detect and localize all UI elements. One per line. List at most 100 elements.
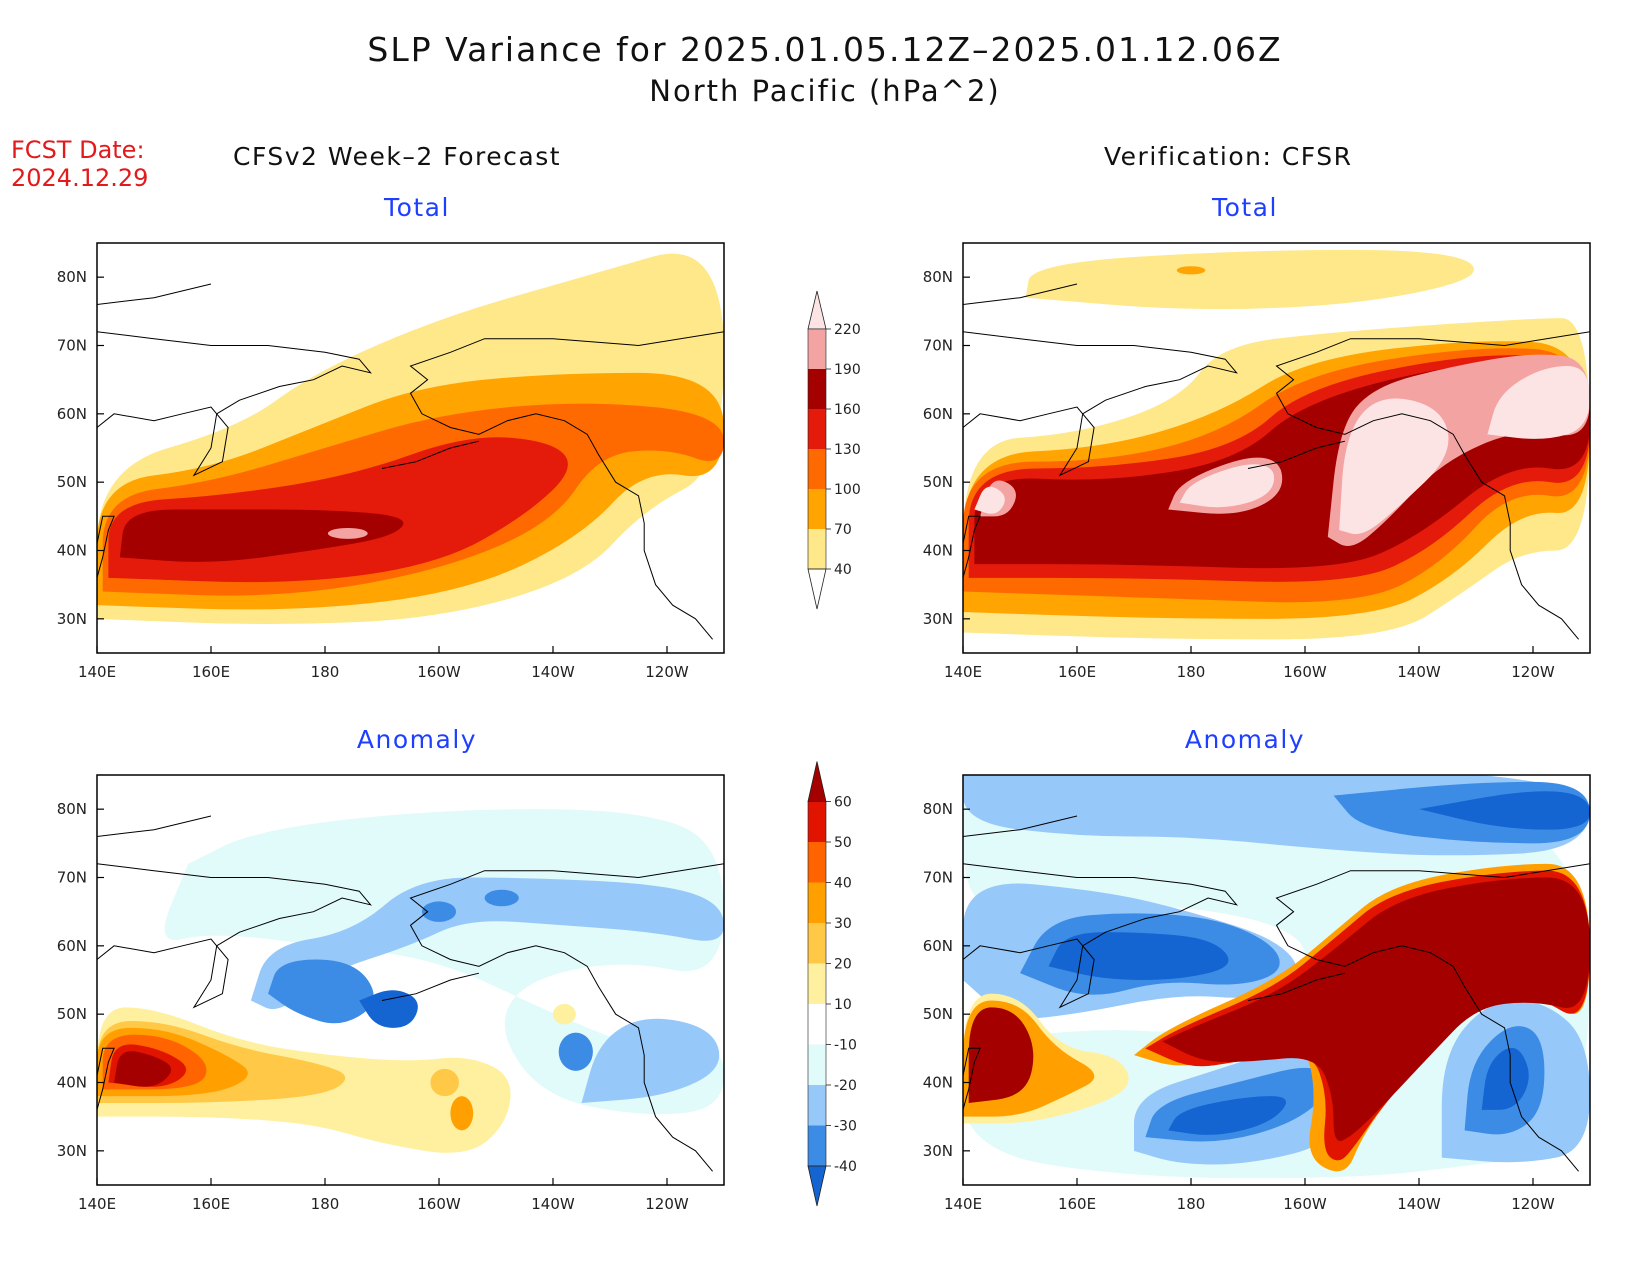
- x-tick-label: 180: [311, 1195, 340, 1213]
- x-tick-label: 120W: [1511, 663, 1555, 681]
- aleutian-islands: [1247, 972, 1346, 1001]
- x-tick-label: 160E: [192, 1195, 230, 1213]
- colorbar-top-arrow: [807, 761, 827, 802]
- colorbar-segment: [808, 329, 826, 369]
- japan-coastline: [97, 515, 115, 578]
- band-190-220: [327, 527, 368, 539]
- colorbar-label: 70: [834, 522, 852, 538]
- band-neg20-30-east: [581, 1018, 720, 1103]
- band-neg30-40-b: [558, 1032, 593, 1071]
- x-tick-label: 180: [311, 663, 340, 681]
- panel-title-verification-anomaly: Anomaly: [1184, 725, 1306, 754]
- colorbar-label: 20: [834, 957, 852, 973]
- colorbar-top-arrow: [807, 290, 827, 330]
- colorbar-label: 130: [834, 442, 861, 458]
- panel-title-forecast-anomaly: Anomaly: [356, 725, 478, 754]
- colorbar-outline: [807, 801, 827, 1167]
- x-tick-label: 180: [1177, 663, 1206, 681]
- arctic-coastline: [963, 815, 1078, 837]
- band-neg30-40-a: [268, 959, 374, 1024]
- x-tick-label: 140W: [531, 1195, 575, 1213]
- colorbar-label: -30: [834, 1119, 857, 1135]
- y-tick-label: 30N: [57, 1142, 87, 1160]
- y-tick-label: 60N: [57, 405, 87, 423]
- colorbar-label: 60: [834, 795, 852, 811]
- fcst-label: FCST Date:: [11, 136, 145, 164]
- x-tick-label: 160W: [1283, 1195, 1327, 1213]
- map-frame-tl: [96, 242, 725, 654]
- band-above-60-west: [968, 1007, 1034, 1103]
- map-frame-bl: [96, 774, 725, 1186]
- forecast-header: CFSv2 Week–2 Forecast: [233, 142, 562, 171]
- band-70-100-arctic: [1176, 266, 1206, 275]
- colorbar-segment: [808, 409, 826, 449]
- forecast-total-map: [97, 243, 724, 653]
- aleutian-islands: [381, 972, 480, 1001]
- y-tick-label: 80N: [923, 268, 953, 286]
- map-frame-br: [962, 774, 1591, 1186]
- verification-total-map: [963, 243, 1590, 653]
- x-tick-label: 160E: [1058, 663, 1096, 681]
- colorbar-label: 30: [834, 916, 852, 932]
- x-tick-label: 180: [1177, 1195, 1206, 1213]
- y-tick-label: 50N: [57, 473, 87, 491]
- colorbar-label: 50: [834, 835, 852, 851]
- colorbar-segment: [808, 489, 826, 529]
- x-tick-label: 140E: [944, 663, 982, 681]
- anomaly-colorbar: -40 -30 -20 -10 10 20 30 40 50 60: [807, 761, 857, 1207]
- y-tick-label: 40N: [923, 1074, 953, 1092]
- asia-coastline: [963, 863, 1238, 1009]
- y-tick-label: 70N: [923, 337, 953, 355]
- x-tick-label: 160W: [1283, 663, 1327, 681]
- y-tick-label: 70N: [57, 337, 87, 355]
- colorbar-segment: [808, 963, 826, 1004]
- colorbar-segment: [808, 369, 826, 409]
- forecast-anomaly-map: [97, 775, 724, 1185]
- north-america-coastline: [1275, 863, 1590, 1172]
- y-tick-label: 60N: [923, 405, 953, 423]
- panel-title-verification-total: Total: [1212, 193, 1278, 222]
- colorbar-segment: [808, 801, 826, 842]
- x-tick-label: 120W: [1511, 1195, 1555, 1213]
- colorbar-label: 10: [834, 997, 852, 1013]
- japan-coastline: [97, 1047, 115, 1110]
- band-above-60: [114, 1051, 172, 1087]
- map-frame-tr: [962, 242, 1591, 654]
- x-tick-label: 120W: [645, 1195, 689, 1213]
- chart-subtitle: North Pacific (hPa^2): [649, 74, 1001, 108]
- y-tick-label: 80N: [57, 800, 87, 818]
- x-tick-label: 160W: [417, 663, 461, 681]
- band-neg30-40-c: [421, 901, 457, 922]
- colorbar-label: -20: [834, 1078, 857, 1094]
- y-tick-label: 50N: [57, 1005, 87, 1023]
- colorbar-bottom-arrow: [807, 568, 827, 610]
- colorbar-label: 40: [834, 876, 852, 892]
- panel-title-forecast-total: Total: [384, 193, 450, 222]
- band-below-neg40-west: [1048, 932, 1229, 980]
- band-neg30-40-d: [484, 889, 519, 907]
- y-tick-label: 30N: [923, 610, 953, 628]
- x-tick-label: 140E: [944, 1195, 982, 1213]
- colorbar-segment: [808, 1004, 826, 1045]
- colorbar-segment: [808, 923, 826, 964]
- arctic-coastline: [97, 283, 212, 305]
- colorbar-label: -40: [834, 1159, 857, 1175]
- colorbar-label: 100: [834, 482, 861, 498]
- y-tick-label: 50N: [923, 1005, 953, 1023]
- band-above-60-central: [1162, 877, 1590, 1142]
- band-below-neg40-south: [1168, 1096, 1286, 1135]
- colorbar-segment: [808, 1125, 826, 1166]
- japan-coastline: [963, 515, 981, 578]
- arctic-coastline: [963, 283, 1078, 305]
- x-tick-label: 140W: [531, 663, 575, 681]
- fcst-date: 2024.12.29: [11, 164, 149, 192]
- colorbar-segment: [808, 449, 826, 489]
- colorbar-segment: [808, 842, 826, 883]
- x-tick-label: 140E: [78, 1195, 116, 1213]
- colorbar-label: -10: [834, 1038, 857, 1054]
- band-10-20-spot: [553, 1003, 576, 1025]
- verification-header: Verification: CFSR: [1104, 142, 1353, 171]
- x-tick-label: 140E: [78, 663, 116, 681]
- band-above-220-west: [974, 486, 1005, 514]
